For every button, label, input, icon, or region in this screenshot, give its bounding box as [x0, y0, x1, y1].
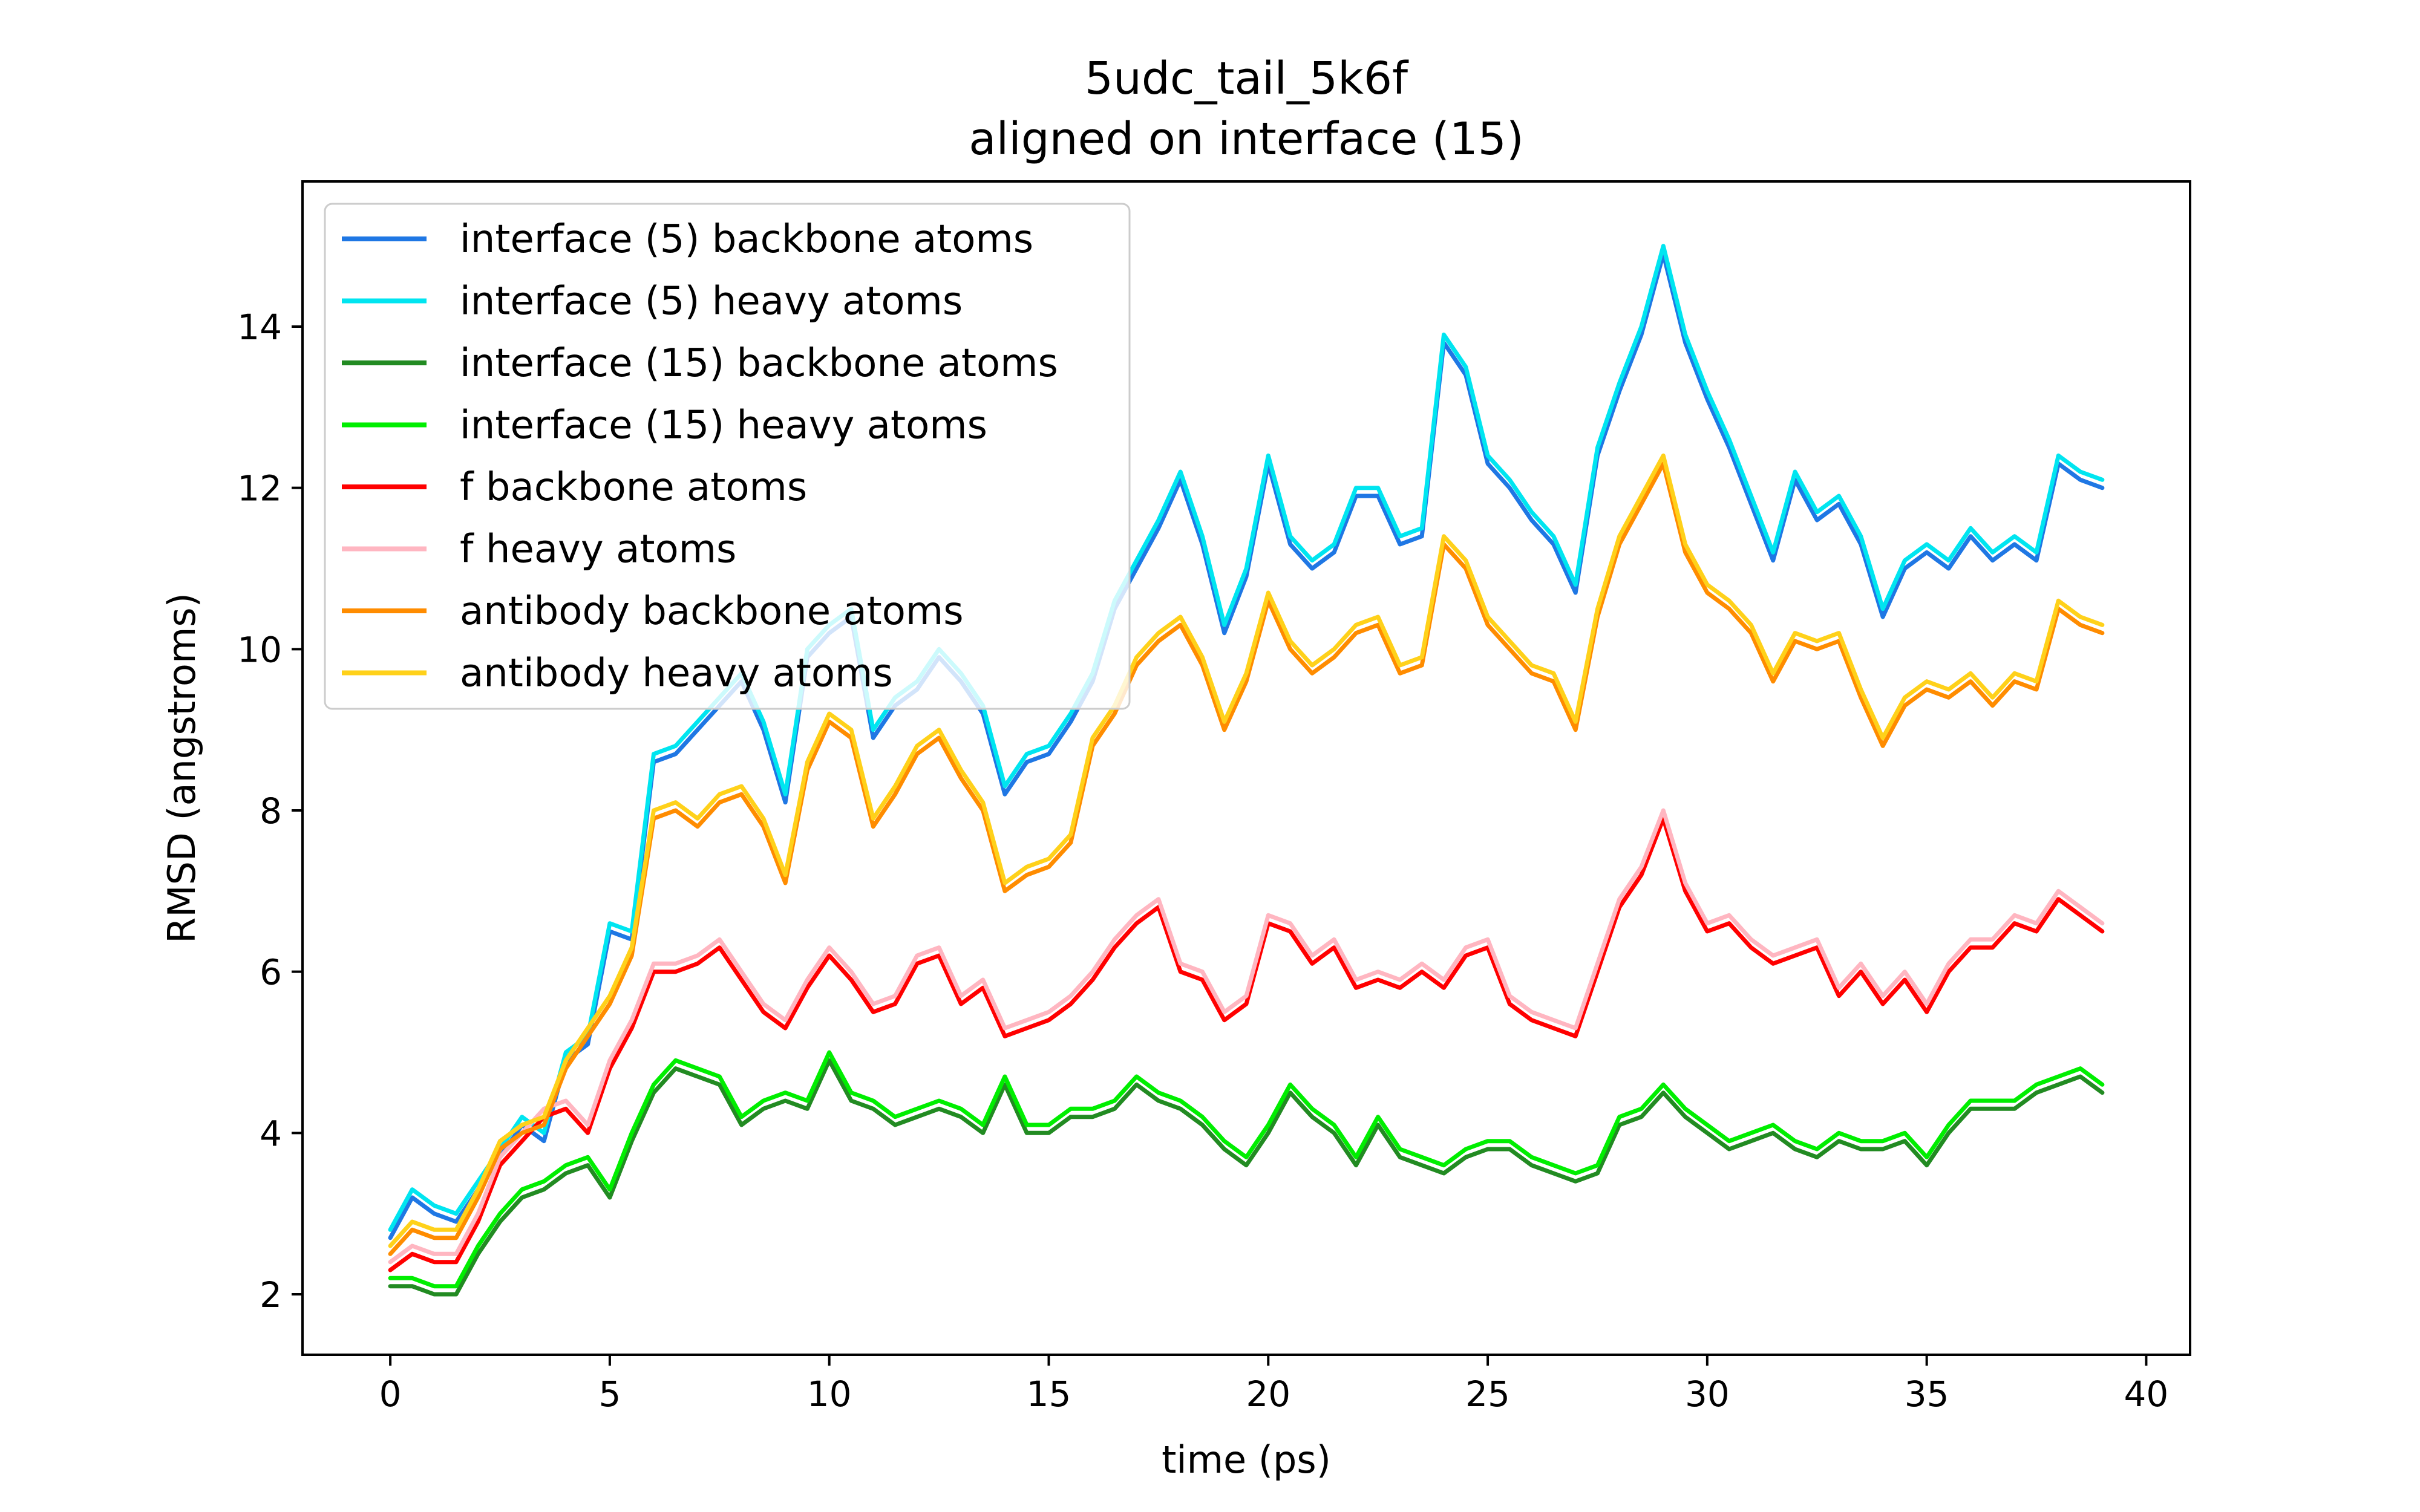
x-tick-label: 35: [1905, 1374, 1949, 1415]
y-tick-label: 12: [237, 468, 282, 509]
series-layer: [388, 244, 2105, 1297]
series-line-6: [388, 808, 2105, 1265]
legend-label: interface (5) backbone atoms: [460, 217, 1033, 262]
x-tick-label: 15: [1027, 1374, 1071, 1415]
legend-label: interface (15) heavy atoms: [460, 403, 987, 448]
legend: interface (5) backbone atoms interface (5…: [324, 203, 1131, 710]
chart-title: 5udc_tail_5k6f: [1085, 53, 1409, 105]
x-axis-label: time (ps): [1162, 1438, 1331, 1482]
legend-box: [324, 203, 1131, 710]
series-line-3: [388, 1058, 2105, 1297]
x-tick-label: 20: [1246, 1374, 1290, 1415]
legend-label: interface (15) backbone atoms: [460, 341, 1058, 386]
series-line-8: [388, 453, 2105, 1248]
x-tick-label: 0: [379, 1374, 402, 1415]
series-line-2: [388, 244, 2105, 1232]
series-line-5: [388, 816, 2105, 1272]
x-tick-label: 10: [807, 1374, 852, 1415]
legend-label: antibody heavy atoms: [460, 651, 893, 696]
y-tick-label: 6: [260, 952, 282, 993]
y-tick-label: 2: [260, 1274, 282, 1315]
y-tick-label: 14: [237, 307, 282, 348]
legend-label: interface (5) heavy atoms: [460, 279, 963, 324]
legend-label: f heavy atoms: [460, 527, 736, 572]
y-axis-label: RMSD (angstroms): [160, 593, 204, 943]
x-axis-ticks: 0 5 10 15 20 25 30 35 40: [379, 1355, 2169, 1415]
series-line-7: [388, 461, 2105, 1256]
plot-frame: [301, 180, 2191, 1356]
legend-label: f backbone atoms: [460, 465, 807, 510]
x-tick-label: 30: [1685, 1374, 1730, 1415]
series-line-1: [388, 252, 2105, 1240]
x-tick-label: 40: [2124, 1374, 2169, 1415]
chart-subtitle: aligned on interface (15): [969, 113, 1524, 165]
legend-entries: interface (5) backbone atoms interface (5…: [342, 217, 1058, 696]
y-tick-label: 10: [237, 629, 282, 670]
y-tick-label: 4: [260, 1113, 282, 1154]
y-tick-label: 8: [260, 790, 282, 832]
x-tick-label: 5: [598, 1374, 621, 1415]
x-tick-label: 25: [1465, 1374, 1510, 1415]
legend-label: antibody backbone atoms: [460, 589, 964, 634]
y-axis-ticks: 2 4 6 8 10 12 14: [237, 307, 302, 1315]
series-line-4: [388, 1050, 2105, 1289]
